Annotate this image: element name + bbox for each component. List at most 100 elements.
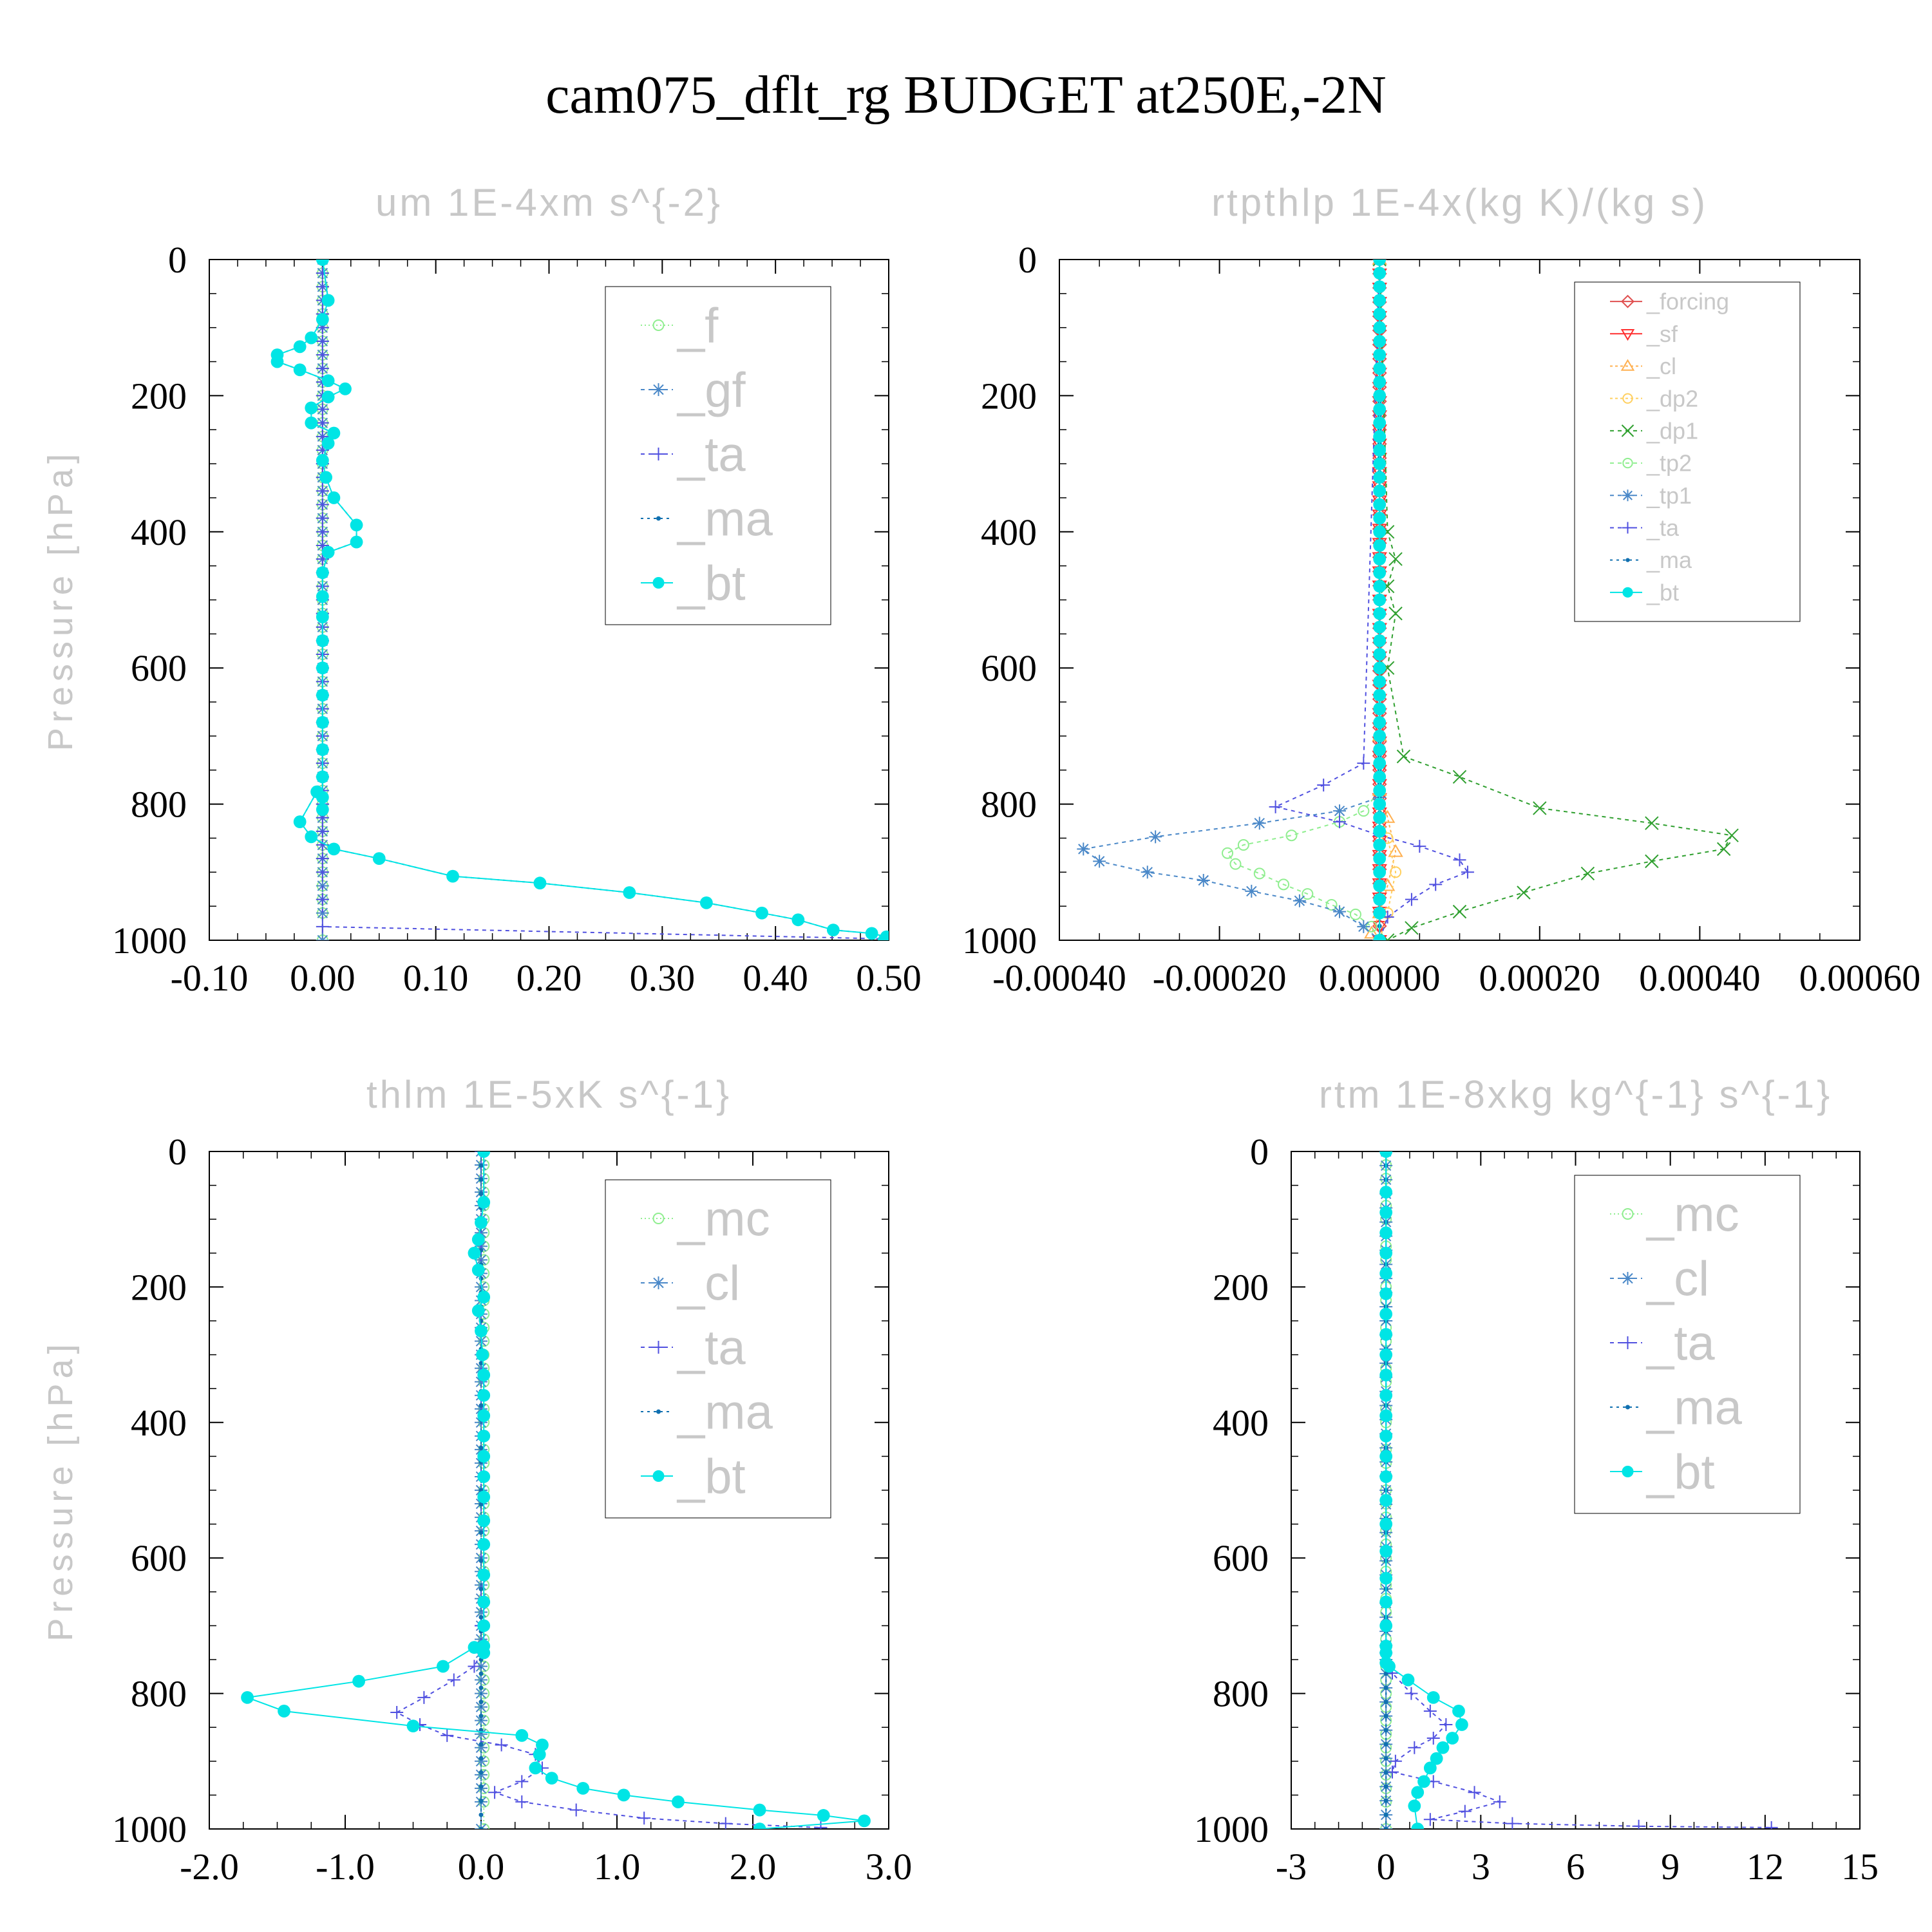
data-point [1373, 934, 1387, 940]
data-point [316, 525, 329, 538]
legend-label: _f [676, 299, 719, 354]
data-point [1373, 593, 1387, 607]
data-point [316, 590, 329, 603]
data-point [321, 545, 335, 559]
legend-marker [1621, 294, 1634, 308]
legend-label: _dp2 [1646, 385, 1698, 412]
data-point [477, 1450, 491, 1463]
data-point [478, 1770, 484, 1775]
data-point [1379, 1450, 1393, 1463]
data-point [478, 1671, 484, 1676]
data-point [316, 634, 329, 647]
data-point [1383, 1742, 1388, 1747]
data-point [515, 1795, 529, 1808]
x-tick-label: 0.50 [856, 957, 922, 999]
x-tick-label: 1.0 [594, 1846, 641, 1888]
data-point [477, 1538, 491, 1551]
data-point [1373, 539, 1387, 552]
data-point [478, 1700, 484, 1705]
data-point [478, 1586, 484, 1591]
x-tick-label: 0.40 [743, 957, 808, 999]
data-point [478, 1784, 484, 1789]
legend: _f _gf _ta _ma _bt [605, 286, 831, 625]
data-point [316, 893, 329, 906]
data-point [1379, 1470, 1393, 1483]
data-point [471, 1264, 485, 1276]
data-point [1373, 375, 1387, 389]
data-point [495, 1738, 508, 1752]
data-point [1373, 675, 1387, 688]
data-point [471, 1304, 485, 1318]
data-point [293, 363, 307, 377]
data-point [316, 824, 329, 838]
data-point [1373, 811, 1387, 824]
y-tick-label: 0 [1018, 239, 1037, 281]
series-group [1379, 1151, 1778, 1829]
data-point [417, 1690, 431, 1704]
data-point [1373, 416, 1387, 430]
data-point [1373, 743, 1387, 756]
data-point [1373, 797, 1387, 811]
data-point [1383, 1770, 1388, 1775]
data-point [1417, 1775, 1430, 1788]
data-point [477, 1470, 491, 1483]
data-point [814, 1821, 828, 1829]
data-point [1373, 334, 1387, 348]
data-point [1383, 1798, 1388, 1803]
data-point [1632, 1819, 1645, 1829]
series-line-ta [1385, 1151, 1772, 1828]
data-point [865, 927, 878, 940]
data-point [319, 471, 333, 484]
data-point [475, 1754, 488, 1768]
data-point [1645, 854, 1659, 869]
panel-title: um 1E-4xm s^{-2} [375, 181, 723, 224]
data-point [316, 453, 329, 467]
panel-2: rtpthlp 1E-4x(kg K)/(kg s) Pressure [hPa]… [41, 181, 1920, 999]
data-point [1396, 749, 1411, 764]
x-tick-label: 6 [1566, 1846, 1585, 1888]
data-point [1373, 471, 1387, 484]
legend-label: _sf [1646, 321, 1678, 347]
data-point [719, 1817, 732, 1829]
data-point [478, 1826, 484, 1829]
data-point [478, 1191, 484, 1197]
data-point [1379, 1307, 1393, 1321]
data-point [327, 842, 341, 856]
data-point [1237, 839, 1249, 851]
legend-label: _mc [676, 1192, 770, 1247]
data-point [1333, 804, 1347, 818]
data-point [1452, 1705, 1465, 1718]
data-point [1373, 838, 1387, 851]
data-point [293, 340, 307, 354]
data-point [475, 1660, 488, 1673]
data-point [817, 1809, 830, 1822]
data-point [1373, 580, 1387, 593]
data-point [1149, 830, 1162, 844]
data-point [1452, 770, 1467, 784]
data-point [1373, 770, 1387, 784]
legend-marker [652, 383, 665, 396]
data-point [753, 1803, 766, 1817]
data-point [478, 1177, 484, 1182]
legend-label: _mc [1645, 1188, 1739, 1242]
data-point [270, 355, 284, 368]
data-point [1373, 457, 1387, 470]
data-point [476, 1348, 489, 1361]
data-point [1373, 553, 1387, 565]
data-point [1411, 1823, 1425, 1829]
data-point [1383, 1728, 1388, 1733]
data-point [475, 1324, 488, 1338]
data-point [478, 1445, 484, 1450]
y-tick-label: 600 [131, 1537, 187, 1579]
data-point [477, 1514, 491, 1528]
data-point [1373, 702, 1387, 715]
legend-marker [1622, 457, 1633, 469]
data-point [478, 1798, 484, 1803]
legend-marker [1622, 587, 1633, 598]
data-point [1373, 879, 1387, 893]
data-point [1452, 904, 1467, 919]
panels: um 1E-4xm s^{-2}Pressure [hPa]-0.10 0.00 0… [41, 181, 1920, 1888]
data-point [475, 1727, 488, 1741]
data-point [1379, 1151, 1393, 1158]
data-point [471, 1233, 485, 1246]
